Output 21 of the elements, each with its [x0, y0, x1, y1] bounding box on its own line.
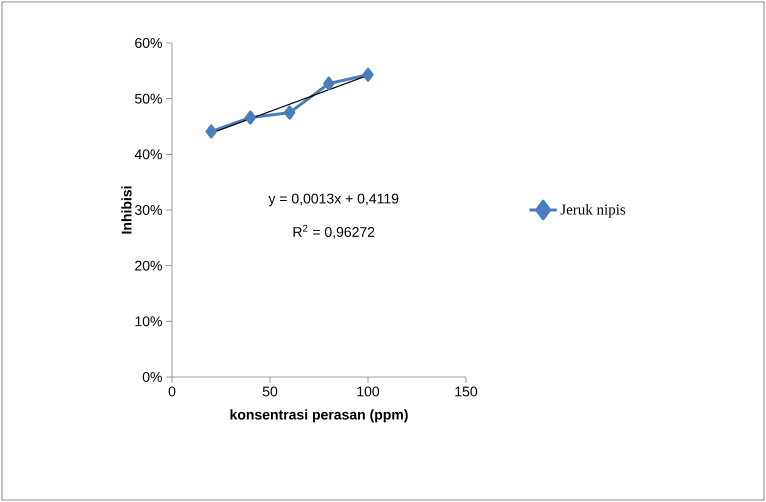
point — [244, 110, 256, 125]
x-axis-title: konsentrasi perasan (ppm) — [230, 409, 408, 422]
y-tick-label: 50% — [135, 94, 162, 104]
x-tick-label: 100 — [357, 386, 380, 396]
y-tick-label: 40% — [134, 149, 162, 160]
point — [362, 68, 374, 82]
annotation: R$^{2}$ = 0,96272 — [294, 224, 374, 239]
y-axis-title: Inhibisi — [121, 186, 132, 234]
x-tick-label: 150 — [455, 386, 478, 396]
x-tick-label: 50 — [262, 386, 278, 396]
x-tick-label: 0 — [168, 386, 176, 396]
y-tick-label: 20% — [135, 260, 162, 271]
y-tick-label: 0% — [142, 372, 162, 382]
legend-label: Jeruk nipis — [560, 204, 626, 218]
point — [206, 124, 217, 139]
point — [284, 106, 296, 120]
annotation: y = 0,0013x + 0,4119 — [268, 194, 398, 206]
point — [323, 76, 334, 91]
y-tick-label: 10% — [136, 316, 162, 326]
y-tick-label: 30% — [134, 205, 162, 215]
y-tick-label: 60% — [135, 38, 162, 48]
